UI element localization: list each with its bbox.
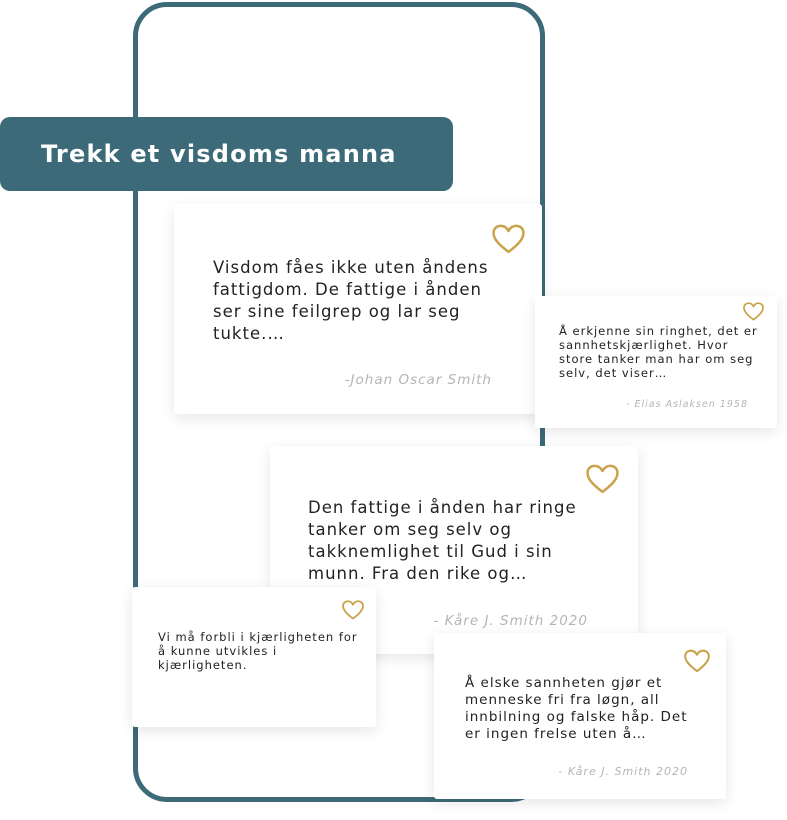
quote-author: - Elias Aslaksen 1958: [626, 399, 748, 410]
quote-author: - Kåre J. Smith 2020: [558, 765, 688, 778]
quote-card[interactable]: Å elske sannheten gjør et menneske fri f…: [434, 633, 726, 799]
quote-author: - Kåre J. Smith 2020: [433, 613, 588, 629]
quote-card[interactable]: Vi må forbli i kjærligheten for å kunne …: [132, 587, 376, 727]
quote-card[interactable]: Visdom fåes ikke uten åndens fattigdom. …: [174, 204, 542, 414]
quote-card[interactable]: Å erkjenne sin ringhet, det er sannhetsk…: [535, 296, 777, 428]
quote-text: Den fattige i ånden har ringe tanker om …: [308, 498, 577, 583]
heart-icon[interactable]: [342, 600, 364, 620]
quote-author: -Johan Oscar Smith: [344, 372, 492, 388]
quote-text: Å elske sannheten gjør et menneske fri f…: [465, 675, 688, 742]
quote-text: Visdom fåes ikke uten åndens fattigdom. …: [213, 258, 489, 343]
banner: Trekk et visdoms manna: [0, 117, 453, 191]
banner-title: Trekk et visdoms manna: [41, 140, 397, 168]
heart-icon[interactable]: [684, 649, 710, 673]
heart-icon[interactable]: [743, 302, 764, 321]
heart-icon[interactable]: [586, 464, 619, 494]
quote-text: Vi må forbli i kjærligheten for å kunne …: [158, 630, 358, 672]
quote-text: Å erkjenne sin ringhet, det er sannhetsk…: [559, 324, 758, 380]
heart-icon[interactable]: [492, 224, 525, 254]
